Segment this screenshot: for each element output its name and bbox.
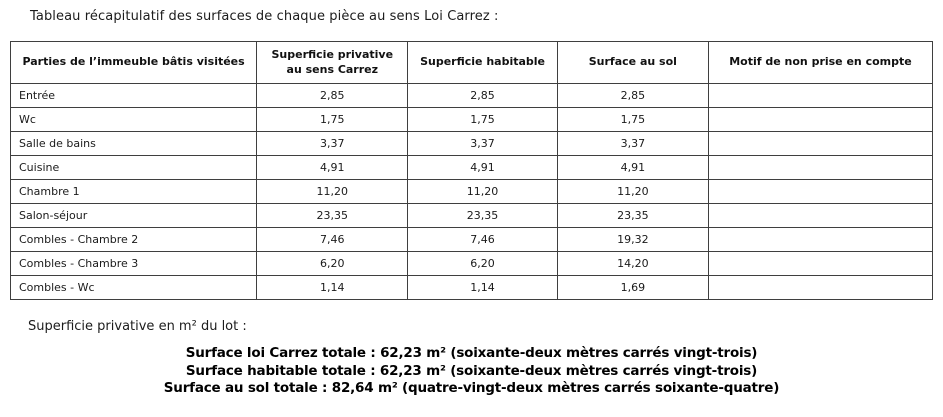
cell-habitable: 3,37: [407, 131, 558, 156]
cell-habitable: 6,20: [407, 251, 558, 276]
cell-habitable: 11,20: [407, 179, 558, 204]
cell-sol: 23,35: [556, 203, 709, 228]
cell-motif: [707, 203, 934, 228]
cell-carrez: 2,85: [256, 83, 409, 108]
cell-piece: Wc: [9, 107, 258, 132]
table-row: Cuisine 4,91 4,91 4,91: [9, 155, 934, 180]
table-header-row: Parties de l’immeuble bâtis visitées Sup…: [9, 41, 934, 84]
cell-carrez: 11,20: [256, 179, 409, 204]
cell-piece: Combles - Chambre 3: [9, 251, 258, 276]
cell-piece: Combles - Chambre 2: [9, 227, 258, 252]
total-habitable-line: Surface habitable totale : 62,23 m² (soi…: [185, 362, 758, 379]
cell-sol: 19,32: [556, 227, 709, 252]
col-header-sol: Surface au sol: [556, 41, 709, 84]
table-row: Entrée 2,85 2,85 2,85: [9, 83, 934, 108]
cell-habitable: 7,46: [407, 227, 558, 252]
table-row: Combles - Chambre 3 6,20 6,20 14,20: [9, 251, 934, 276]
cell-carrez: 7,46: [256, 227, 409, 252]
cell-habitable: 1,75: [407, 107, 558, 132]
surfaces-table: Parties de l’immeuble bâtis visitées Sup…: [9, 41, 934, 300]
cell-sol: 1,69: [556, 275, 709, 300]
col-header-habitable: Superficie habitable: [407, 41, 558, 84]
cell-motif: [707, 179, 934, 204]
cell-habitable: 4,91: [407, 155, 558, 180]
cell-sol: 2,85: [556, 83, 709, 108]
cell-carrez: 1,75: [256, 107, 409, 132]
col-header-pieces: Parties de l’immeuble bâtis visitées: [9, 41, 258, 84]
total-carrez-line: Surface loi Carrez totale : 62,23 m² (so…: [185, 345, 758, 361]
cell-motif: [707, 131, 934, 156]
cell-sol: 4,91: [556, 155, 709, 180]
cell-sol: 14,20: [556, 251, 709, 276]
cell-motif: [707, 155, 934, 180]
cell-piece: Entrée: [9, 83, 258, 108]
cell-motif: [707, 107, 934, 132]
cell-carrez: 4,91: [256, 155, 409, 180]
col-header-carrez: Superficie privative au sens Carrez: [256, 41, 409, 84]
cell-piece: Chambre 1: [9, 179, 258, 204]
cell-motif: [707, 251, 934, 276]
col-header-motif: Motif de non prise en compte: [707, 41, 934, 84]
table-body: Entrée 2,85 2,85 2,85 Wc 1,75 1,75 1,75 Salle de…: [9, 83, 934, 300]
cell-habitable: 23,35: [407, 203, 558, 228]
cell-piece: Cuisine: [9, 155, 258, 180]
lot-surface-label: Superficie privative en m² du lot :: [28, 319, 247, 334]
cell-piece: Salon-séjour: [9, 203, 258, 228]
cell-habitable: 2,85: [407, 83, 558, 108]
cell-carrez: 6,20: [256, 251, 409, 276]
table-row: Salle de bains 3,37 3,37 3,37: [9, 131, 934, 156]
total-sol-line: Surface au sol totale : 82,64 m² (quatre…: [163, 380, 780, 396]
cell-motif: [707, 227, 934, 252]
table-row: Wc 1,75 1,75 1,75: [9, 107, 934, 132]
cell-sol: 11,20: [556, 179, 709, 204]
cell-carrez: 23,35: [256, 203, 409, 228]
table-row: Salon-séjour 23,35 23,35 23,35: [9, 203, 934, 228]
cell-motif: [707, 83, 934, 108]
cell-piece: Combles - Wc: [9, 275, 258, 300]
cell-habitable: 1,14: [407, 275, 558, 300]
cell-sol: 3,37: [556, 131, 709, 156]
cell-carrez: 1,14: [256, 275, 409, 300]
table-row: Combles - Wc 1,14 1,14 1,69: [9, 275, 934, 300]
table-row: Combles - Chambre 2 7,46 7,46 19,32: [9, 227, 934, 252]
page-title: Tableau récapitulatif des surfaces de ch…: [30, 9, 499, 24]
cell-piece: Salle de bains: [9, 131, 258, 156]
cell-carrez: 3,37: [256, 131, 409, 156]
totals-block: Surface loi Carrez totale : 62,23 m² (so…: [0, 345, 943, 398]
cell-sol: 1,75: [556, 107, 709, 132]
cell-motif: [707, 275, 934, 300]
table-row: Chambre 1 11,20 11,20 11,20: [9, 179, 934, 204]
